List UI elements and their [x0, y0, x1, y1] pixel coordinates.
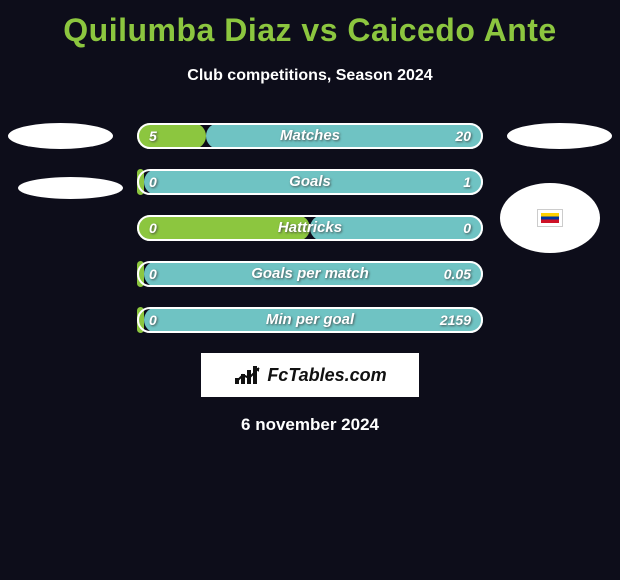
player-left-shape-2 [18, 177, 123, 199]
bar-left [137, 215, 310, 241]
bar-right [144, 261, 483, 287]
logo-arrow-icon [235, 366, 261, 384]
footer-date: 6 november 2024 [0, 415, 620, 435]
player-right-shape-1 [507, 123, 612, 149]
comparison-chart: 5 20 Matches 0 1 Goals 0 0 Hattricks 0 0… [0, 123, 620, 333]
fctables-logo: FcTables.com [201, 353, 419, 397]
subtitle: Club competitions, Season 2024 [0, 67, 620, 85]
bar-left [137, 123, 206, 149]
logo-text: FcTables.com [267, 365, 386, 386]
bars-container: 5 20 Matches 0 1 Goals 0 0 Hattricks 0 0… [137, 123, 483, 333]
bar-right [206, 123, 483, 149]
page-title: Quilumba Diaz vs Caicedo Ante [0, 0, 620, 49]
bar-row-hattricks: 0 0 Hattricks [137, 215, 483, 241]
bar-right [144, 169, 483, 195]
logo-chart-icon [233, 364, 263, 386]
bar-left [137, 261, 144, 287]
player-right-shape-2 [500, 183, 600, 253]
bar-right [144, 307, 483, 333]
bar-left [137, 169, 144, 195]
player-left-shape-1 [8, 123, 113, 149]
bar-row-goals: 0 1 Goals [137, 169, 483, 195]
bar-left [137, 307, 144, 333]
bar-row-goals-per-match: 0 0.05 Goals per match [137, 261, 483, 287]
bar-row-matches: 5 20 Matches [137, 123, 483, 149]
ecuador-flag-icon [538, 210, 562, 226]
bar-right [310, 215, 483, 241]
bar-row-min-per-goal: 0 2159 Min per goal [137, 307, 483, 333]
